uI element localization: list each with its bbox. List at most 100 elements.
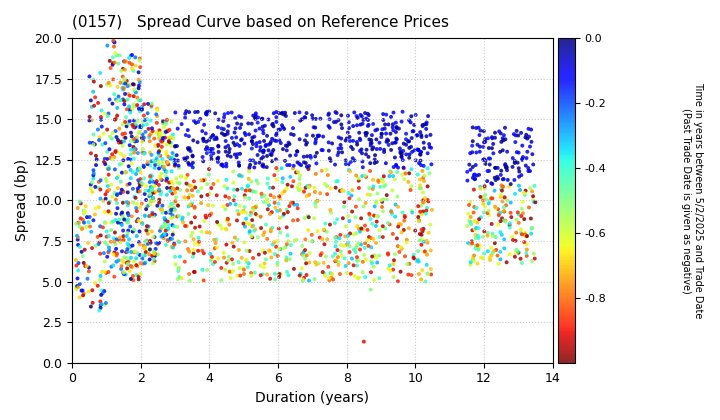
Point: [271, 138, 282, 144]
Point: [313, 132, 325, 139]
Point: [365, 215, 377, 222]
Point: [297, 252, 309, 259]
Point: [179, 194, 190, 201]
Point: [102, 188, 113, 195]
Point: [109, 229, 121, 236]
Point: [356, 146, 367, 153]
Point: [403, 144, 415, 151]
Point: [420, 237, 432, 244]
Point: [201, 150, 212, 157]
Point: [161, 177, 172, 184]
Point: [114, 239, 126, 246]
Point: [187, 192, 199, 199]
Point: [516, 156, 528, 163]
Point: [284, 141, 295, 147]
Point: [469, 232, 481, 239]
Point: [495, 139, 507, 145]
Point: [470, 125, 482, 131]
Point: [364, 168, 376, 174]
Point: [117, 73, 129, 80]
Point: [231, 217, 243, 224]
Point: [526, 224, 538, 231]
Point: [302, 165, 314, 172]
Point: [228, 243, 240, 250]
Point: [184, 201, 196, 208]
Point: [111, 192, 122, 198]
Point: [118, 134, 130, 141]
Point: [469, 176, 481, 182]
Point: [521, 250, 532, 257]
Point: [351, 223, 363, 229]
Point: [518, 189, 530, 196]
Point: [371, 136, 382, 143]
Point: [148, 250, 160, 257]
Point: [168, 135, 179, 142]
Point: [396, 154, 408, 160]
Point: [121, 120, 132, 126]
Point: [271, 114, 282, 121]
Point: [146, 228, 158, 235]
Point: [490, 205, 501, 212]
Point: [228, 139, 239, 146]
Point: [146, 100, 158, 107]
Point: [356, 158, 368, 165]
Point: [102, 81, 113, 88]
Point: [227, 268, 238, 274]
Point: [361, 130, 373, 136]
Point: [160, 173, 171, 180]
Point: [366, 132, 378, 139]
Point: [471, 149, 482, 156]
Point: [521, 131, 532, 138]
Point: [266, 136, 278, 142]
Point: [190, 120, 202, 126]
Point: [259, 249, 271, 256]
Point: [150, 142, 161, 149]
Point: [318, 260, 330, 266]
Point: [103, 110, 114, 117]
Point: [256, 116, 268, 122]
Point: [289, 110, 300, 116]
Point: [145, 117, 156, 124]
Point: [369, 252, 380, 259]
Point: [377, 117, 389, 123]
Point: [189, 240, 201, 247]
Point: [197, 128, 208, 134]
Point: [331, 110, 343, 116]
Point: [135, 64, 146, 71]
Point: [199, 218, 210, 225]
Point: [306, 238, 318, 244]
Point: [226, 256, 238, 263]
Point: [419, 121, 431, 128]
Point: [340, 137, 351, 144]
Point: [527, 193, 539, 199]
Point: [473, 216, 485, 223]
Point: [426, 144, 437, 151]
Point: [487, 150, 499, 157]
Point: [305, 152, 316, 159]
Point: [125, 107, 136, 114]
Point: [92, 234, 104, 240]
Point: [510, 247, 522, 253]
Point: [107, 262, 119, 269]
Point: [88, 131, 99, 138]
Point: [120, 58, 132, 65]
Point: [184, 109, 195, 116]
Point: [519, 192, 531, 198]
Point: [148, 248, 160, 255]
Point: [274, 137, 285, 144]
Point: [228, 260, 239, 267]
Point: [340, 262, 351, 269]
Point: [330, 109, 341, 116]
Point: [406, 209, 418, 216]
Point: [421, 251, 433, 258]
Point: [380, 130, 392, 137]
Point: [150, 111, 162, 118]
Point: [273, 200, 284, 207]
Point: [134, 79, 145, 86]
Point: [124, 106, 135, 113]
Point: [130, 88, 141, 95]
Point: [483, 207, 495, 214]
Point: [145, 184, 156, 191]
Point: [312, 198, 323, 205]
Point: [112, 200, 123, 207]
